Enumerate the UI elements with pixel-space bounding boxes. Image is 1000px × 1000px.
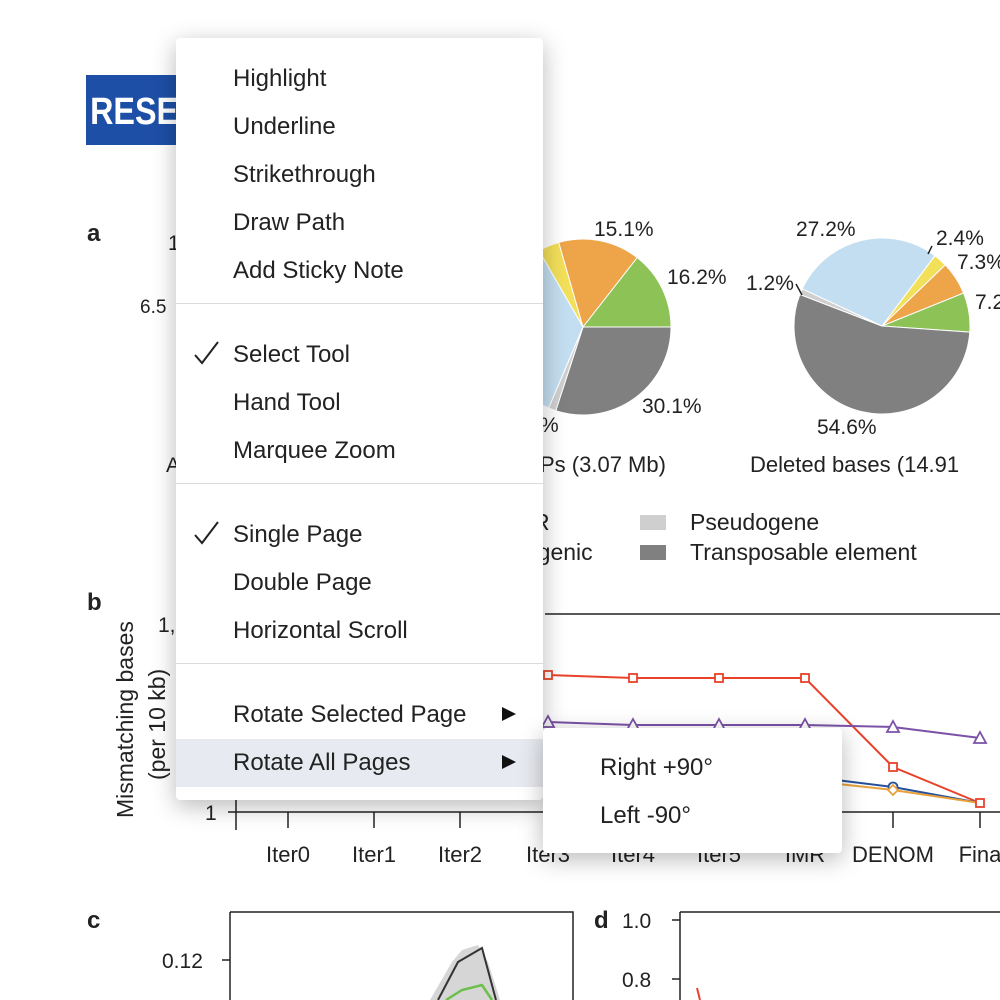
menu-item-label: Strikethrough <box>233 161 376 188</box>
series-line <box>547 721 981 739</box>
y-axis-label: Mismatching bases <box>112 621 138 818</box>
checkmark <box>194 341 219 365</box>
submenu-item[interactable]: Right +90° <box>600 754 714 781</box>
legend-swatch <box>640 515 666 530</box>
axis-frame <box>679 911 1000 1000</box>
checkmark-path <box>194 341 219 365</box>
menu-item[interactable]: Double Page <box>176 559 543 607</box>
pie-label: 27.2% <box>796 218 856 241</box>
banner-text: RESE <box>90 91 178 133</box>
legend-label: Transposable element <box>690 539 917 565</box>
pie-slice <box>801 237 936 327</box>
menu-item[interactable]: Draw Path <box>176 199 543 247</box>
separator <box>176 483 543 484</box>
menu-item[interactable]: Add Sticky Note <box>176 247 543 295</box>
menu-item-label: Single Page <box>233 521 363 548</box>
y-tick-label: 1.0 <box>622 910 651 933</box>
menu-item-label: Horizontal Scroll <box>233 617 408 644</box>
pie-label: 7.2 <box>975 291 1000 314</box>
line <box>696 987 701 1000</box>
menu-item[interactable]: Horizontal Scroll <box>176 607 543 655</box>
submenu-arrow <box>502 707 516 721</box>
menu-item[interactable]: Single Page <box>176 511 543 559</box>
separator <box>176 303 543 304</box>
pie-label: 15.1% <box>594 218 654 241</box>
pie-label: 7.3% <box>957 251 1000 274</box>
menu-item[interactable]: Underline <box>176 103 543 151</box>
line <box>437 946 497 1000</box>
checkmark-path <box>194 521 219 545</box>
y-tick-label: 1 <box>205 802 217 825</box>
menu-item-label: Rotate All Pages <box>233 749 411 776</box>
menu-item[interactable]: Strikethrough <box>176 151 543 199</box>
legend-label: Pseudogene <box>690 509 819 535</box>
pie-label: 2.4% <box>936 227 984 250</box>
y-tick-label: 1, <box>158 614 176 637</box>
x-tick-label: Iter0 <box>266 842 310 867</box>
panel-label: c <box>87 907 100 934</box>
menu-item[interactable]: Highlight <box>176 55 543 103</box>
pie-slice <box>555 326 672 416</box>
x-tick-label: DENOM <box>852 842 934 867</box>
line <box>445 983 494 1000</box>
panel-label: b <box>87 589 102 616</box>
menu-item-label: Select Tool <box>233 341 350 368</box>
menu-item-label: Hand Tool <box>233 389 341 416</box>
x-ticks: Iter0 Iter1 Iter2 Iter3 Iter4 Iter5 IMR DENOM Fi… <box>266 812 1000 867</box>
menu-item-label: Double Page <box>233 569 372 596</box>
x-tick-label: Iter1 <box>352 842 396 867</box>
x-tick-label: Iter2 <box>438 842 482 867</box>
pie-label: 6.5 <box>140 297 166 318</box>
submenu-item[interactable]: Left -90° <box>600 802 691 829</box>
marker <box>886 783 900 797</box>
axis-frame <box>229 911 574 1000</box>
y-tick-label: 0.12 <box>162 950 203 973</box>
menu-item-label: Underline <box>233 113 336 140</box>
series-line <box>547 674 981 804</box>
submenu-arrow <box>502 755 516 769</box>
pie-label: 54.6% <box>817 416 877 439</box>
menu-item[interactable]: Hand Tool <box>176 379 543 427</box>
pie-label: 30.1% <box>642 395 702 418</box>
arrow-path <box>502 755 516 769</box>
context-menu: Highlight Underline Strikethrough Draw Path… <box>176 38 543 800</box>
y-tick-label: 0.8 <box>622 969 651 992</box>
pie-caption: Ps (3.07 Mb) <box>540 452 666 477</box>
checkmark <box>194 521 219 545</box>
pie-label: 1.2% <box>746 272 794 295</box>
submenu: Right +90° Left -90° <box>543 728 842 853</box>
pie-slice <box>793 293 971 415</box>
pie-caption: Deleted bases (14.91 <box>750 452 959 477</box>
menu-item[interactable]: Marquee Zoom <box>176 427 543 475</box>
menu-item-label: Marquee Zoom <box>233 437 396 464</box>
y-axis-label: (per 10 kb) <box>144 669 170 780</box>
panel-label: d <box>594 907 609 934</box>
leader-line <box>795 283 803 296</box>
markers <box>543 670 985 808</box>
legend-swatch <box>640 545 666 560</box>
panel-label: a <box>87 220 101 247</box>
pie-label: 16.2% <box>667 266 727 289</box>
x-tick-label: Fina <box>959 842 1000 867</box>
separator <box>176 663 543 664</box>
pie-label: 1 <box>168 232 180 255</box>
menu-item-label: Rotate Selected Page <box>233 701 467 728</box>
menu-item-label: Add Sticky Note <box>233 257 404 284</box>
menu-item[interactable]: Rotate All Pages <box>176 739 543 787</box>
menu-item[interactable]: Rotate Selected Page <box>176 691 543 739</box>
menu-item-label: Highlight <box>233 65 327 92</box>
pie-slice <box>581 256 672 328</box>
arrow-path <box>502 707 516 721</box>
pie-slice <box>558 238 638 329</box>
pie-label: % <box>540 414 559 437</box>
menu-item-label: Draw Path <box>233 209 346 236</box>
menu-item[interactable]: Select Tool <box>176 331 543 379</box>
pie <box>793 237 971 415</box>
leader-line <box>927 245 933 255</box>
